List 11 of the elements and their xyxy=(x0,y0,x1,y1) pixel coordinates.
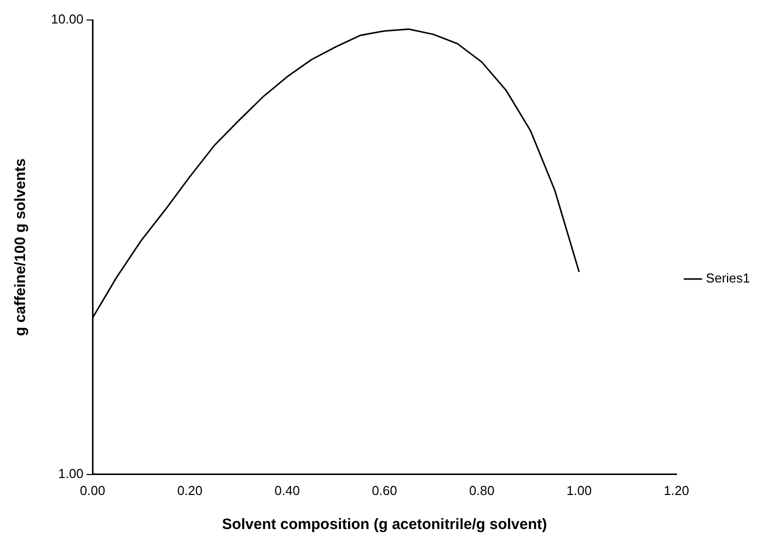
x-tick-label: 0.20 xyxy=(177,482,203,498)
x-tick-label: 1.20 xyxy=(664,482,690,498)
y-tick-label: 10.00 xyxy=(50,12,84,27)
x-tick-label: 0.60 xyxy=(372,482,398,498)
x-tick-label: 1.00 xyxy=(566,482,592,498)
x-tick-label: 0.40 xyxy=(274,482,300,498)
x-tick-label: 0.80 xyxy=(469,482,494,498)
x-tick-label: 0.00 xyxy=(80,482,106,498)
x-axis-title: Solvent composition (g acetonitrile/g solvent) xyxy=(222,516,547,534)
y-axis-title: g caffeine/100 g solvents xyxy=(12,158,30,336)
legend-label: Series1 xyxy=(706,270,750,286)
